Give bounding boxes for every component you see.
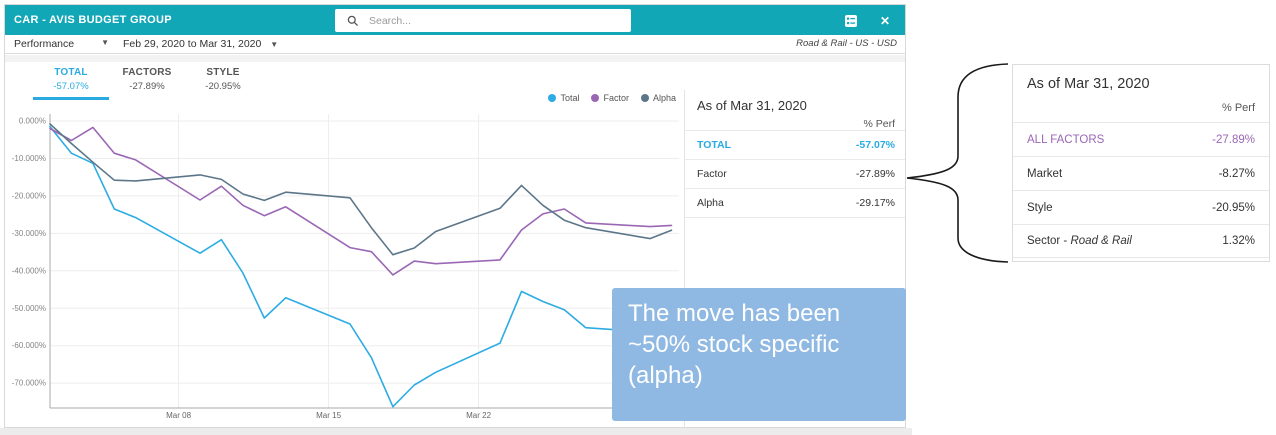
- view-selector-label: Performance: [14, 38, 75, 50]
- row-label: TOTAL: [697, 139, 732, 151]
- callout-column-header: % Perf: [1221, 102, 1255, 114]
- x-axis-tick-label: Mar 22: [466, 411, 491, 420]
- annotation-line: ~50% stock specific: [628, 330, 840, 358]
- tab-value: -20.95%: [205, 81, 241, 92]
- tab-value: -27.89%: [129, 81, 165, 92]
- factor-breakdown-callout: As of Mar 31, 2020 % Perf ALL FACTORS -2…: [1012, 64, 1270, 262]
- row-value: -27.89%: [855, 168, 895, 180]
- row-label: Style: [1027, 201, 1053, 214]
- callout-row-market: Market -8.27%: [1013, 156, 1269, 190]
- toolbar-gap: [5, 55, 905, 62]
- row-value: -27.89%: [1212, 133, 1255, 146]
- y-axis-tick-label: -40.000%: [12, 266, 46, 275]
- brace-connector: [906, 63, 1009, 263]
- alpha-series-dot: [640, 94, 649, 102]
- tab-label: FACTORS: [122, 67, 172, 78]
- y-axis-tick-label: 0.000%: [19, 117, 46, 126]
- performance-panel: As of Mar 31, 2020 % Perf TOTAL -57.07% …: [685, 90, 905, 428]
- panel-column-header: % Perf: [863, 118, 895, 130]
- x-axis-tick-label: Mar 08: [166, 411, 191, 420]
- toolbar: Performance ▼ Feb 29, 2020 to Mar 31, 20…: [5, 35, 905, 54]
- callout-row-all-factors: ALL FACTORS -27.89%: [1013, 122, 1269, 156]
- panel-divider: [684, 90, 685, 428]
- window-header: CAR - AVIS BUDGET GROUP ✕: [5, 5, 905, 35]
- tab-factors[interactable]: FACTORS -27.89%: [109, 63, 185, 100]
- report-list-icon-glyph: [845, 14, 857, 27]
- panel-table: TOTAL -57.07% Factor -27.89% Alpha -29.1…: [685, 130, 905, 218]
- search-icon: [347, 15, 359, 26]
- x-axis-tick-label: Mar 15: [316, 411, 341, 420]
- alpha-series-line: [49, 123, 673, 256]
- y-axis-tick-label: -70.000%: [12, 379, 46, 388]
- close-icon[interactable]: ✕: [879, 13, 891, 28]
- legend-item-alpha[interactable]: Alpha: [640, 93, 676, 103]
- window-title: CAR - AVIS BUDGET GROUP: [14, 14, 172, 26]
- search-input[interactable]: [369, 14, 631, 27]
- callout-row-sector: Sector - Road & Rail 1.32%: [1013, 224, 1269, 258]
- tab-label: STYLE: [206, 67, 240, 78]
- legend-item-factor[interactable]: Factor: [591, 93, 629, 103]
- total-series-line: [49, 125, 673, 408]
- chevron-down-icon: ▼: [270, 40, 279, 49]
- row-value: 1.32%: [1222, 235, 1255, 247]
- row-value: -29.17%: [855, 197, 895, 209]
- view-selector-dropdown[interactable]: Performance ▼: [14, 38, 109, 50]
- row-value: -20.95%: [1212, 201, 1255, 214]
- report-list-icon[interactable]: [843, 13, 859, 28]
- chevron-down-icon: ▼: [101, 38, 109, 47]
- chart-legend: Total Factor Alpha: [548, 93, 676, 103]
- factor-series-dot: [591, 94, 600, 102]
- row-label: ALL FACTORS: [1027, 133, 1105, 146]
- legend-label: Alpha: [652, 93, 676, 103]
- row-label: Factor: [697, 168, 727, 180]
- panel-row-total[interactable]: TOTAL -57.07%: [685, 131, 905, 160]
- context-label: Road & Rail - US - USD: [796, 38, 897, 49]
- y-axis-tick-label: -50.000%: [12, 304, 46, 313]
- annotation-note: The move has been ~50% stock specific (a…: [612, 288, 906, 421]
- tab-bar: TOTAL -57.07% FACTORS -27.89% STYLE -20.…: [33, 63, 261, 100]
- tab-value: -57.07%: [53, 81, 89, 92]
- y-axis-tick-label: -10.000%: [12, 154, 46, 163]
- y-axis-tick-label: -30.000%: [12, 229, 46, 238]
- panel-row-alpha[interactable]: Alpha -29.17%: [685, 189, 905, 218]
- y-axis-tick-label: -60.000%: [12, 341, 46, 350]
- date-range-label: Feb 29, 2020 to Mar 31, 2020: [123, 38, 262, 50]
- tab-total[interactable]: TOTAL -57.07%: [33, 63, 109, 100]
- performance-chart: 0.000% -10.000% -20.000% -30.000% -40.000% -5…: [12, 94, 684, 428]
- callout-row-style: Style -20.95%: [1013, 190, 1269, 224]
- app-window: CAR - AVIS BUDGET GROUP ✕: [4, 4, 906, 428]
- tab-label: TOTAL: [54, 67, 88, 78]
- row-label: Market: [1027, 167, 1063, 180]
- legend-item-total[interactable]: Total: [548, 93, 579, 103]
- factor-series-line: [49, 126, 673, 276]
- legend-label: Factor: [603, 93, 629, 103]
- row-label: Alpha: [697, 197, 724, 209]
- callout-title: As of Mar 31, 2020: [1027, 76, 1150, 92]
- total-series-dot: [548, 94, 557, 102]
- annotation-line: (alpha): [628, 361, 703, 389]
- search-box[interactable]: [335, 9, 631, 32]
- row-label: Sector - Road & Rail: [1027, 235, 1132, 247]
- date-range-dropdown[interactable]: Feb 29, 2020 to Mar 31, 2020 ▼: [123, 38, 278, 50]
- page-footer-strip: [0, 428, 912, 435]
- row-value: -57.07%: [855, 139, 895, 151]
- row-value: -8.27%: [1218, 167, 1255, 180]
- annotation-line: The move has been: [628, 300, 841, 327]
- y-axis-tick-label: -20.000%: [12, 191, 46, 200]
- panel-row-factor[interactable]: Factor -27.89%: [685, 160, 905, 189]
- panel-title: As of Mar 31, 2020: [697, 98, 807, 113]
- tab-style[interactable]: STYLE -20.95%: [185, 63, 261, 100]
- legend-label: Total: [560, 93, 580, 103]
